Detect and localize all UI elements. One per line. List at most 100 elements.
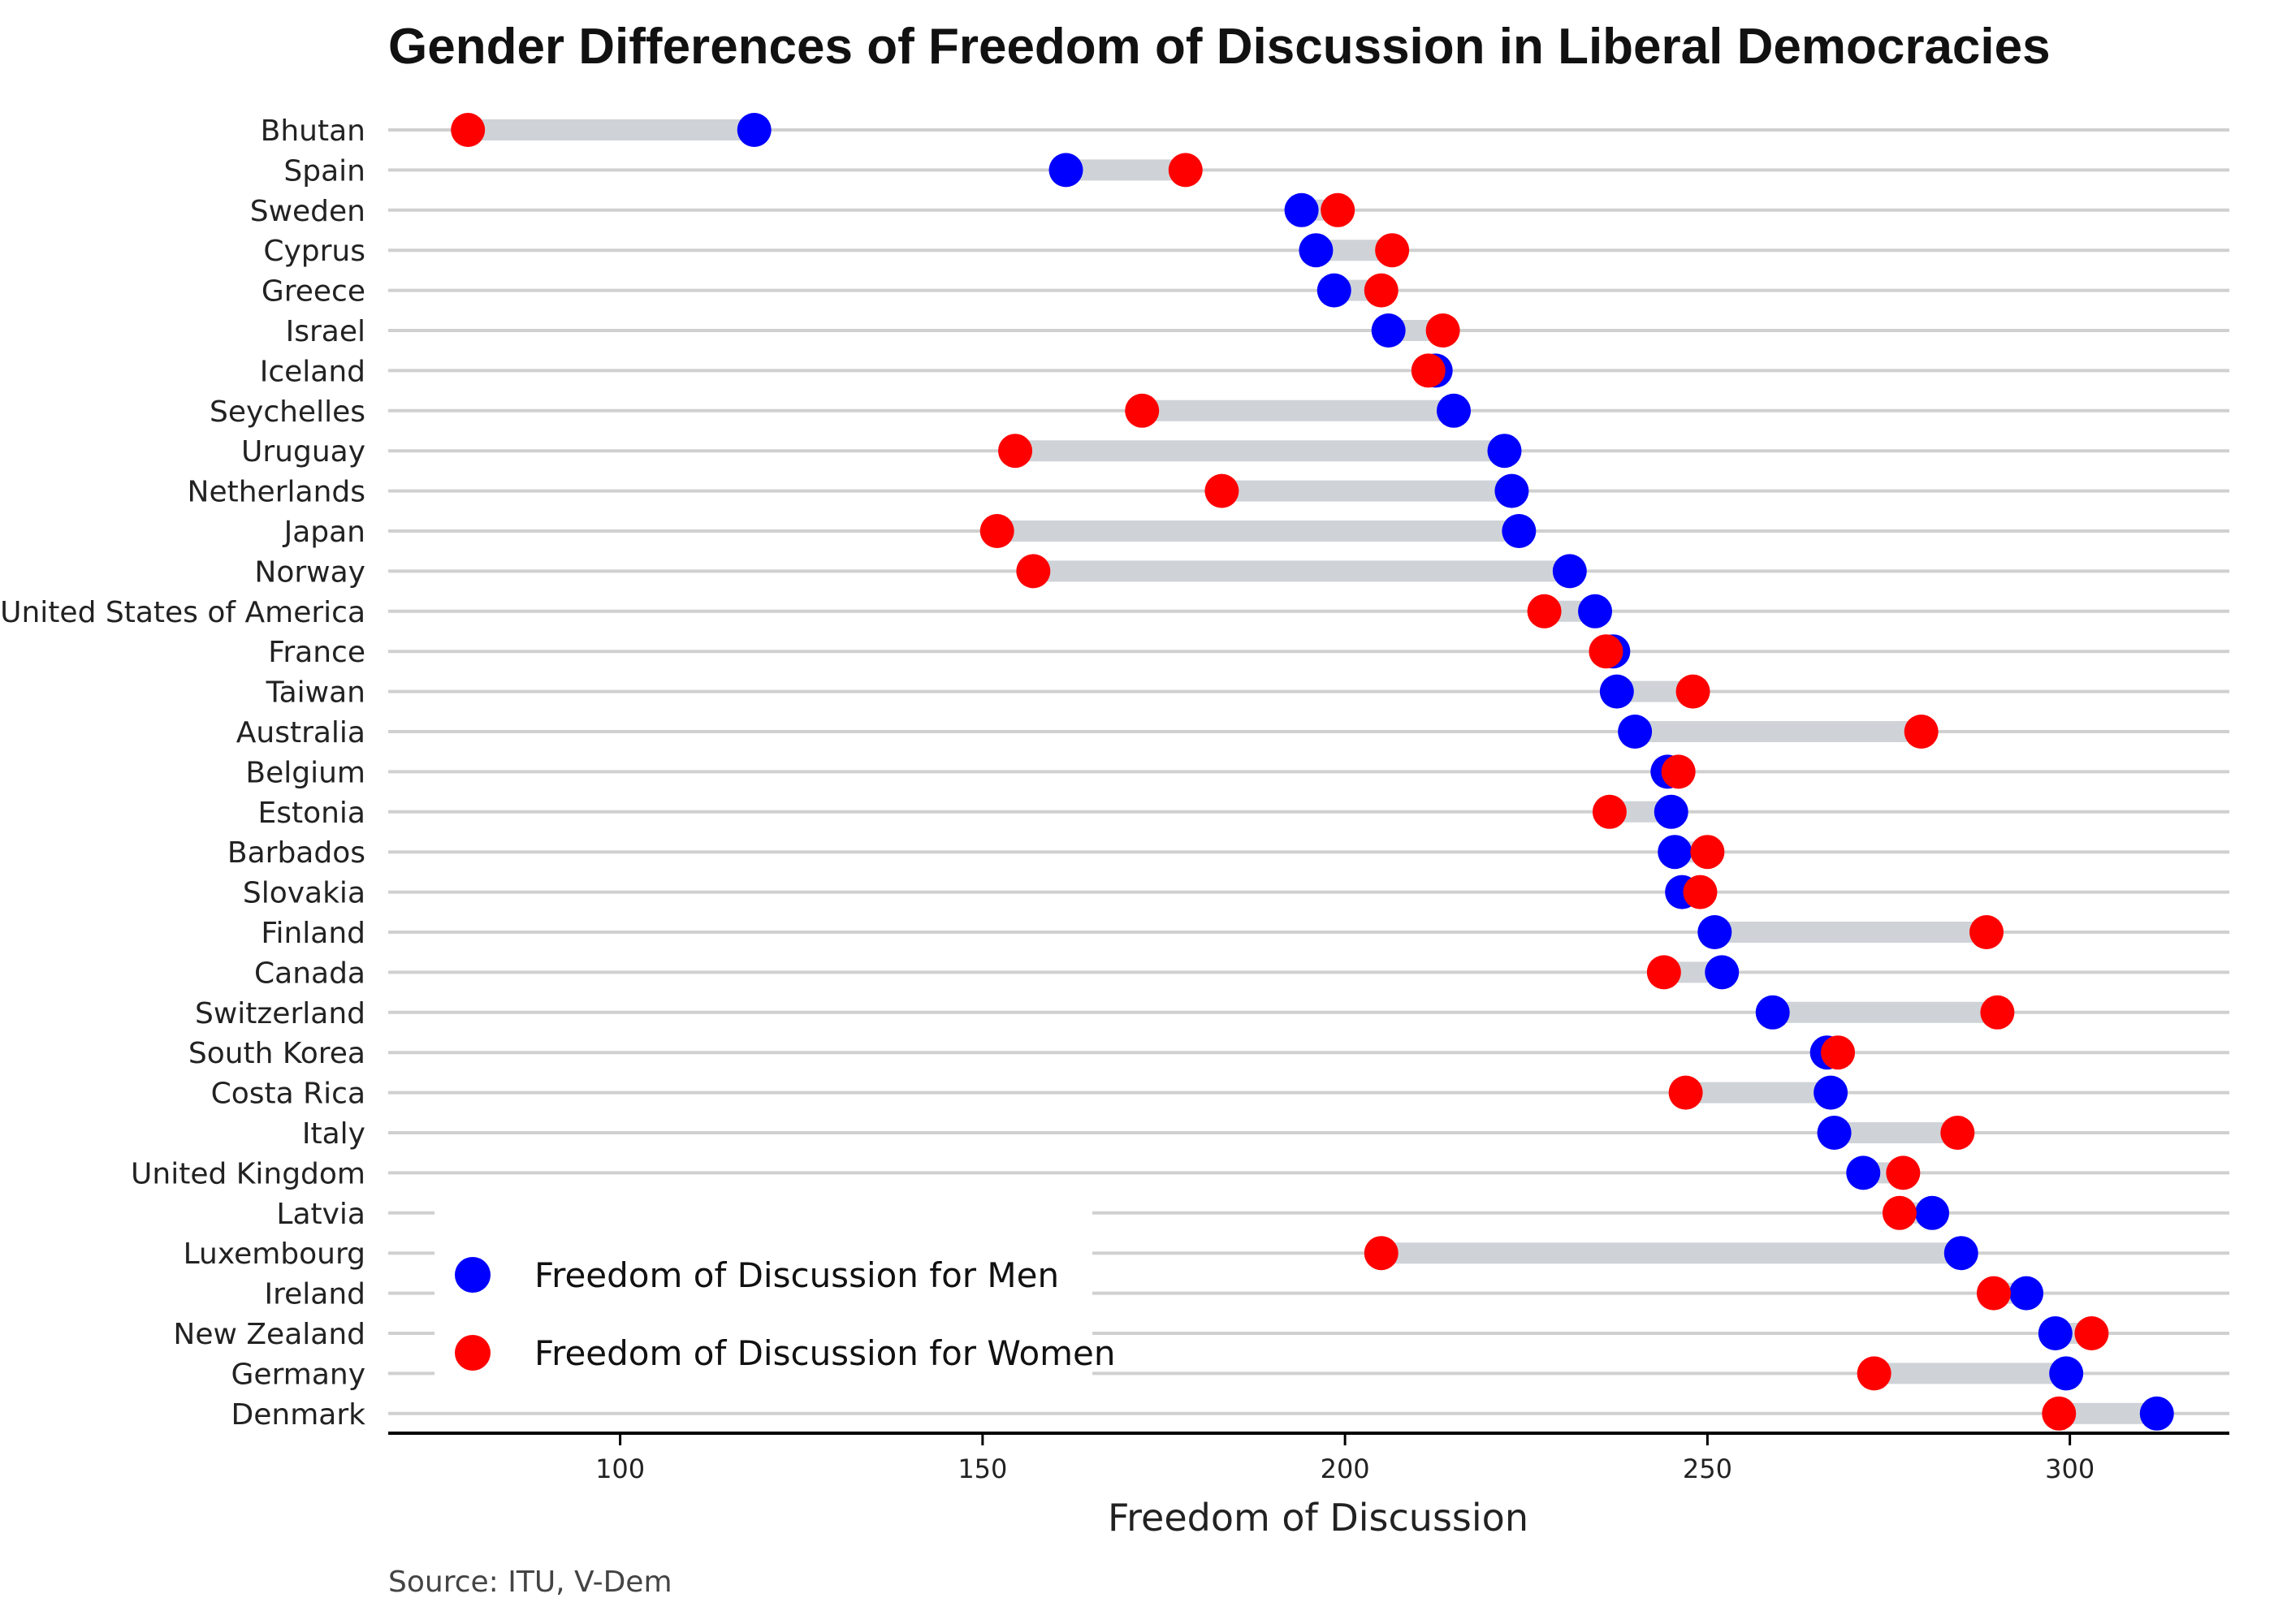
- x-tick-label-250: 250: [1683, 1453, 1732, 1484]
- point-women-israel: [1425, 313, 1460, 348]
- point-women-bhutan: [451, 113, 486, 147]
- y-label-estonia: Estonia: [257, 797, 365, 830]
- point-men-united-kingdom: [1846, 1155, 1881, 1190]
- point-men-japan: [1502, 514, 1537, 548]
- point-women-australia: [1904, 715, 1939, 749]
- y-label-denmark: Denmark: [231, 1398, 366, 1432]
- y-label-finland: Finland: [261, 917, 365, 950]
- point-women-cyprus: [1375, 233, 1410, 268]
- y-label-bhutan: Bhutan: [261, 114, 365, 148]
- point-women-barbados: [1690, 835, 1725, 870]
- point-women-united-kingdom: [1886, 1155, 1921, 1190]
- legend-marker-women: [455, 1335, 491, 1371]
- point-men-costa-rica: [1814, 1075, 1848, 1110]
- point-women-norway: [1016, 554, 1051, 589]
- point-men-germany: [2049, 1356, 2084, 1391]
- point-women-finland: [1969, 915, 2004, 949]
- point-men-latvia: [1915, 1195, 1950, 1230]
- point-women-greece: [1364, 273, 1399, 308]
- point-men-estonia: [1654, 794, 1688, 829]
- point-men-new-zealand: [2038, 1316, 2073, 1350]
- y-label-japan: Japan: [283, 516, 365, 549]
- y-label-cyprus: Cyprus: [263, 235, 365, 268]
- point-women-seychelles: [1125, 393, 1160, 428]
- point-women-japan: [979, 514, 1014, 548]
- point-women-netherlands: [1204, 473, 1239, 508]
- point-men-sweden: [1284, 192, 1319, 227]
- point-women-uruguay: [998, 434, 1033, 469]
- y-label-uruguay: Uruguay: [241, 435, 365, 469]
- y-label-ireland: Ireland: [264, 1278, 365, 1311]
- point-women-denmark: [2042, 1396, 2077, 1431]
- legend-label-men: Freedom of Discussion for Men: [534, 1255, 1059, 1295]
- point-women-switzerland: [1980, 995, 2015, 1030]
- point-women-new-zealand: [2074, 1316, 2109, 1350]
- y-label-luxembourg: Luxembourg: [184, 1237, 365, 1271]
- y-label-norway: Norway: [254, 555, 365, 589]
- point-men-netherlands: [1494, 473, 1529, 508]
- point-men-italy: [1817, 1116, 1852, 1150]
- point-women-south-korea: [1821, 1035, 1856, 1070]
- y-label-iceland: Iceland: [260, 355, 365, 388]
- point-women-estonia: [1592, 794, 1627, 829]
- legend: Freedom of Discussion for Men Freedom of…: [434, 1208, 1116, 1384]
- x-tick-label-300: 300: [2045, 1453, 2095, 1484]
- point-women-germany: [1857, 1356, 1891, 1391]
- y-label-australia: Australia: [236, 716, 365, 749]
- y-axis-labels: Bhutan Spain Sweden Cyprus Greece Israel Icela…: [0, 114, 365, 1432]
- point-men-switzerland: [1755, 995, 1790, 1030]
- point-men-bhutan: [737, 113, 772, 147]
- point-women-iceland: [1411, 353, 1446, 388]
- y-label-slovakia: Slovakia: [243, 877, 365, 910]
- y-label-canada: Canada: [254, 957, 365, 990]
- y-label-seychelles: Seychelles: [210, 395, 365, 429]
- point-women-united-states-of-america: [1527, 594, 1562, 628]
- point-men-uruguay: [1487, 434, 1522, 469]
- point-women-luxembourg: [1364, 1236, 1399, 1271]
- point-women-slovakia: [1683, 875, 1718, 909]
- point-women-canada: [1646, 955, 1681, 990]
- point-men-finland: [1697, 915, 1732, 949]
- point-men-canada: [1705, 955, 1740, 990]
- point-men-ireland: [2009, 1276, 2044, 1311]
- point-men-denmark: [2139, 1396, 2174, 1431]
- y-label-new-zealand: New Zealand: [173, 1318, 365, 1351]
- x-axis-ticks: 100 150 200 250 300: [595, 1433, 2095, 1484]
- y-label-switzerland: Switzerland: [195, 997, 365, 1030]
- y-label-greece: Greece: [262, 275, 365, 309]
- y-label-costa-rica: Costa Rica: [211, 1078, 365, 1111]
- point-men-norway: [1552, 554, 1587, 589]
- point-women-spain: [1168, 153, 1203, 188]
- source-note: Source: ITU, V-Dem: [388, 1566, 672, 1599]
- legend-label-women: Freedom of Discussion for Women: [534, 1333, 1116, 1373]
- point-women-italy: [1940, 1116, 1975, 1150]
- y-label-taiwan: Taiwan: [266, 676, 365, 710]
- legend-background: [434, 1208, 1092, 1384]
- point-men-israel: [1371, 313, 1406, 348]
- point-men-united-states-of-america: [1578, 594, 1613, 628]
- x-tick-label-150: 150: [958, 1453, 1007, 1484]
- x-tick-label-200: 200: [1321, 1453, 1370, 1484]
- point-women-costa-rica: [1668, 1075, 1703, 1110]
- point-women-latvia: [1882, 1195, 1917, 1230]
- y-label-south-korea: South Korea: [188, 1037, 365, 1070]
- y-label-italy: Italy: [302, 1117, 365, 1151]
- point-men-taiwan: [1599, 674, 1634, 709]
- y-label-latvia: Latvia: [276, 1198, 365, 1231]
- y-label-sweden: Sweden: [250, 195, 365, 228]
- y-label-france: France: [268, 636, 365, 669]
- x-axis-title: Freedom of Discussion: [1108, 1496, 1528, 1540]
- point-women-france: [1589, 634, 1623, 669]
- y-label-netherlands: Netherlands: [188, 476, 365, 509]
- y-label-belgium: Belgium: [245, 756, 365, 789]
- y-label-united-kingdom: United Kingdom: [131, 1157, 365, 1190]
- x-tick-label-100: 100: [595, 1453, 645, 1484]
- point-women-ireland: [1976, 1276, 2011, 1311]
- y-label-barbados: Barbados: [227, 836, 365, 870]
- point-men-luxembourg: [1943, 1236, 1978, 1271]
- point-women-sweden: [1321, 192, 1355, 227]
- point-men-seychelles: [1437, 393, 1472, 428]
- point-women-belgium: [1661, 754, 1696, 789]
- y-label-united-states-of-america: United States of America: [0, 596, 365, 629]
- point-men-greece: [1316, 273, 1351, 308]
